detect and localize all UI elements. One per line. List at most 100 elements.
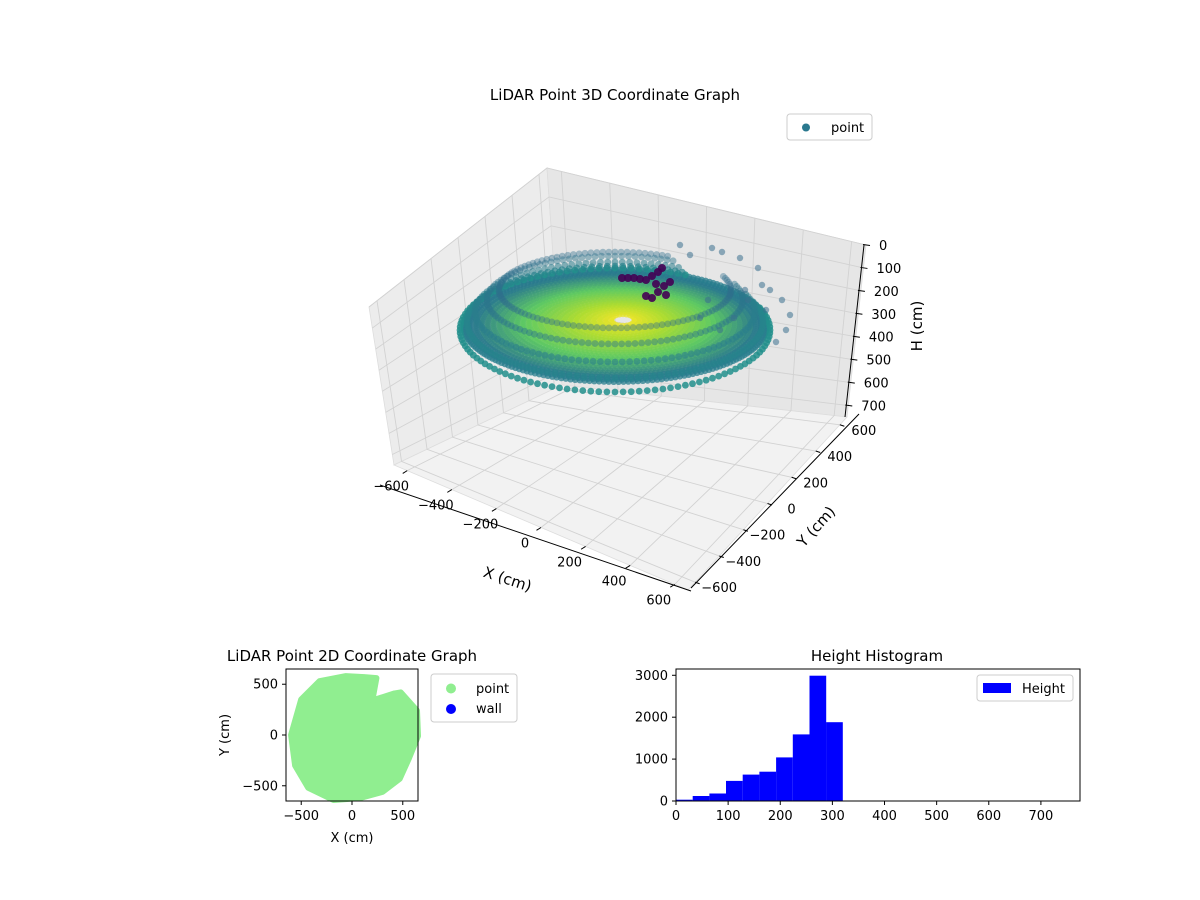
cloud-wall-point [653,251,660,258]
cloud-wall-point [625,252,632,260]
cloud-wall-point [727,288,735,296]
cloud-wall-point [618,252,626,260]
cloud-wall-point [497,276,505,284]
cloud-wall-point [633,259,641,266]
histogram-bar [692,796,710,801]
cloud-wall-point [548,254,556,262]
histogram-bar [776,757,793,801]
cloud-wall-point [589,259,597,266]
cloud-wall-point [638,253,645,261]
cloud-wall-point [497,292,504,300]
x-tick-label-3d: 400 [602,574,627,589]
cloud-wall-point [631,253,639,260]
cloud-wall-point [538,257,546,264]
cloud-wall-point [684,316,692,323]
cloud-wall-point [736,305,744,313]
histogram-bar [726,780,743,801]
cloud-wall-point [654,356,662,363]
cloud-wall-point [563,385,571,393]
cloud-wall-point [559,256,567,264]
cloud-wall-point [715,303,722,311]
y-tick-label-3d: −400 [725,555,761,570]
grid-line-z [378,254,859,371]
cloud-wall-point [629,324,637,331]
legend-point-marker-2d [446,683,456,694]
cloud-wall-point [611,388,619,396]
y-tick-label-histogram: 0 [660,795,668,810]
y-tick-label-2d: 0 [270,729,278,744]
x-tick-label-histogram: 500 [924,809,949,824]
cloud-wall-point [579,387,587,394]
chart-2d-title: LiDAR Point 2D Coordinate Graph [227,647,477,665]
cloud-wall-point [541,333,549,341]
cloud-wall-point [483,298,491,306]
cloud-wall-point [508,303,515,311]
cloud-wall-point [573,372,581,380]
cloud-wall-point [495,284,503,292]
cloud-point [744,296,752,304]
x-tick-label-2d: −500 [283,809,319,824]
cloud-wall-point [561,261,569,269]
cloud-wall-point [570,322,577,329]
cloud-wall-point [738,292,746,299]
cloud-wall-point [572,338,579,346]
cloud-wall-point [598,252,605,260]
cloud-wall-point [726,292,733,300]
cloud-wall-point [717,302,725,309]
cloud-point [772,338,780,346]
histogram-bar [709,793,727,801]
cloud-wall-point [599,324,607,332]
cloud-wall-point [593,324,601,331]
cloud-wall-point [716,358,724,365]
cloud-wall-point [558,370,566,378]
cloud-wall-point [520,376,528,384]
cloud-wall-point [568,261,576,268]
cloud-wall-point [486,305,494,313]
cloud-point [618,274,626,282]
y-tick-label-2d: −500 [242,779,278,794]
x-tick-label-histogram: 0 [672,809,680,824]
cloud-wall-point [593,249,601,256]
cloud-wall-point [529,268,537,275]
z-tick-mark-3d [862,244,871,246]
cloud-point [721,319,728,326]
cloud-wall-point [626,358,633,366]
cloud-wall-point [495,286,503,294]
ticks-2d: −500 0 500 500 0 −500 [242,678,415,824]
y-tick-label-histogram: 3000 [635,669,668,684]
legend-label-point-2d: point [476,682,509,697]
x-axis-label-3d: X (cm) [481,563,534,595]
cloud-wall-point [486,287,494,295]
cloud-wall-point [489,283,497,290]
cloud-wall-point [708,307,716,315]
cloud-wall-point [619,374,627,382]
cloud-wall-point [536,332,544,339]
cloud-wall-point [585,253,592,261]
cloud-wall-point [531,262,538,270]
cloud-wall-point [635,323,643,331]
cloud-wall-point [558,320,566,328]
cloud-wall-point [518,362,526,369]
cloud-wall-point [727,290,734,298]
cloud-wall-point [735,285,742,292]
x-tick-mark-3d [536,527,542,531]
y-tick-label-3d: −200 [750,529,786,544]
cloud-wall-point [669,257,677,265]
legend-point-marker [802,123,810,132]
cloud-wall-point [627,374,634,382]
x-tick-mark-3d [402,470,408,474]
cloud-point [666,278,674,286]
cloud-wall-point [712,305,719,313]
cloud-point [736,254,744,262]
cloud-wall-point [508,270,515,278]
cloud-wall-point [751,306,759,313]
cloud-wall-point [604,358,612,366]
y-tick-mark-3d [839,424,845,427]
legend-3d: point [786,113,873,141]
cloud-wall-point [523,269,531,277]
cloud-wall-point [689,380,696,388]
cloud-wall-point [726,280,733,288]
z-tick-label-3d: 0 [879,239,887,254]
cloud-wall-point [664,320,672,328]
cloud-wall-point [732,365,739,373]
